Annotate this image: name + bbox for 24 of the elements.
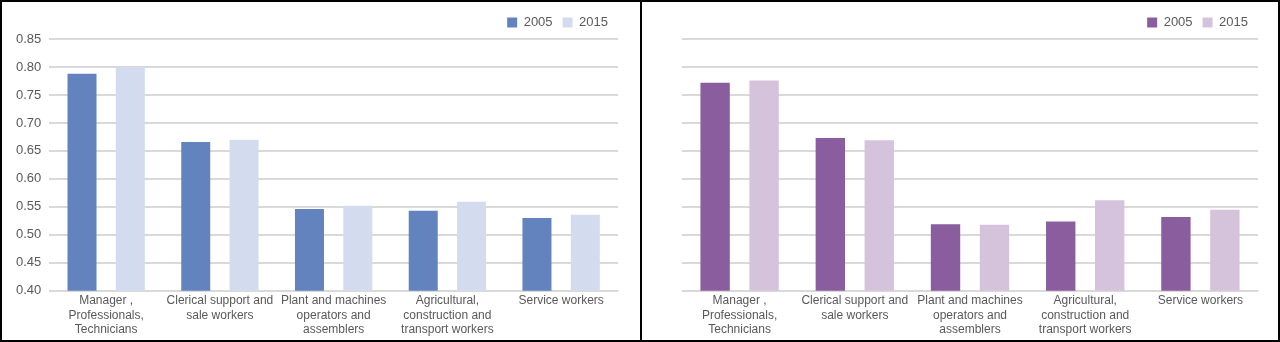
x-tick-label: Plant and machines operators and assemblers	[917, 293, 1023, 337]
y-tick-label: 0.55	[15, 198, 42, 214]
y-tick-label: 0.50	[15, 226, 42, 242]
y-tick-label: 0.85	[15, 30, 42, 46]
x-tick-label: Clerical support and sale workers	[801, 293, 909, 322]
y-tick-label: 0.60	[15, 170, 42, 186]
x-tick-label: Manager , Professionals, Technicians	[68, 293, 144, 337]
y-tick-label: 0.75	[15, 86, 42, 102]
x-tick-label: Plant and machines operators and assemblers	[280, 293, 387, 337]
y-tick-label: 0.65	[15, 142, 42, 158]
legend-label: 2005	[1163, 14, 1193, 30]
x-tick-label: Clerical support and sale workers	[166, 293, 274, 322]
y-tick-label: 0.80	[15, 58, 42, 74]
legend-label: 2015	[579, 14, 608, 30]
legend-label: 2015	[1219, 14, 1248, 30]
y-tick-label: 0.45	[15, 254, 42, 270]
x-tick-label: Agricultural, construction and transport workers	[401, 293, 494, 337]
x-tick-label: Service workers	[518, 293, 604, 308]
y-tick-label: 0.40	[15, 282, 42, 298]
y-tick-label: 0.70	[15, 114, 42, 130]
x-tick-label: Service workers	[1157, 293, 1244, 308]
x-tick-label: Agricultural, construction and transport workers	[1038, 293, 1132, 337]
x-tick-label: Manager , Professionals, Technicians	[701, 293, 778, 337]
legend-label: 2005	[523, 14, 553, 30]
